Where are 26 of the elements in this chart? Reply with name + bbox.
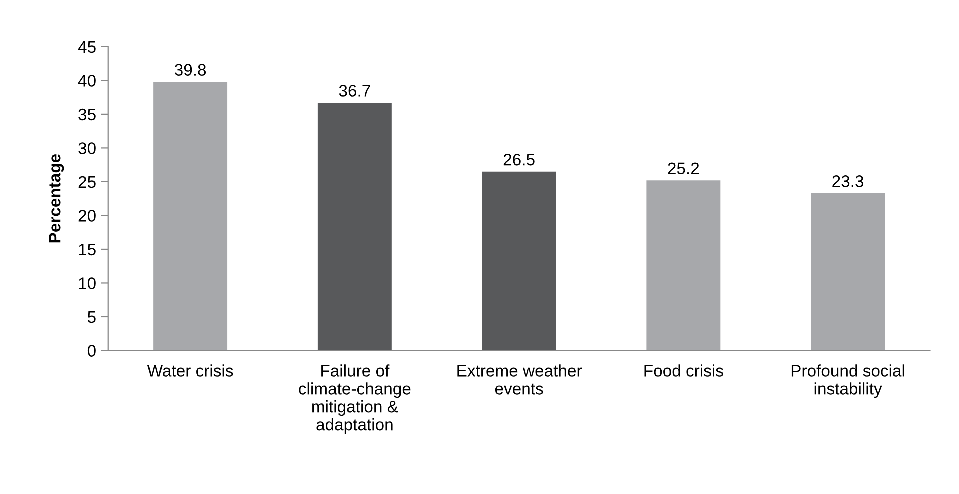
bar: [811, 193, 886, 351]
data-label: 25.2: [668, 162, 700, 175]
data-label: 23.3: [832, 176, 864, 188]
y-tick-label: 15: [79, 244, 96, 256]
x-tick-label: Failure of climate-change mitigation & adaptation: [299, 364, 411, 434]
y-tick-label: 20: [78, 210, 96, 222]
x-tick-label: Extreme weather events: [458, 364, 582, 395]
x-tick-label: Water crisis: [147, 364, 234, 377]
y-tick-label: 0: [88, 345, 96, 357]
bar: [482, 172, 556, 351]
x-tick-label: Profound social instability: [792, 364, 904, 398]
y-axis-title: Percentage: [49, 154, 64, 243]
y-tick-label: 5: [88, 312, 96, 324]
y-tick-label: 35: [78, 108, 96, 121]
data-label: 36.7: [339, 85, 370, 97]
data-label: 26.5: [504, 154, 535, 166]
y-tick-label: 40: [78, 75, 96, 87]
y-tick-label: 10: [79, 278, 96, 290]
y-tick-label: 45: [78, 42, 96, 54]
bar: [646, 180, 721, 351]
y-tick-label: 30: [78, 142, 96, 154]
x-tick-label: Food crisis: [644, 364, 724, 377]
bar: [154, 82, 228, 351]
data-label: 39.8: [174, 64, 206, 76]
bar: [318, 102, 392, 351]
y-tick-label: 25: [78, 176, 96, 188]
